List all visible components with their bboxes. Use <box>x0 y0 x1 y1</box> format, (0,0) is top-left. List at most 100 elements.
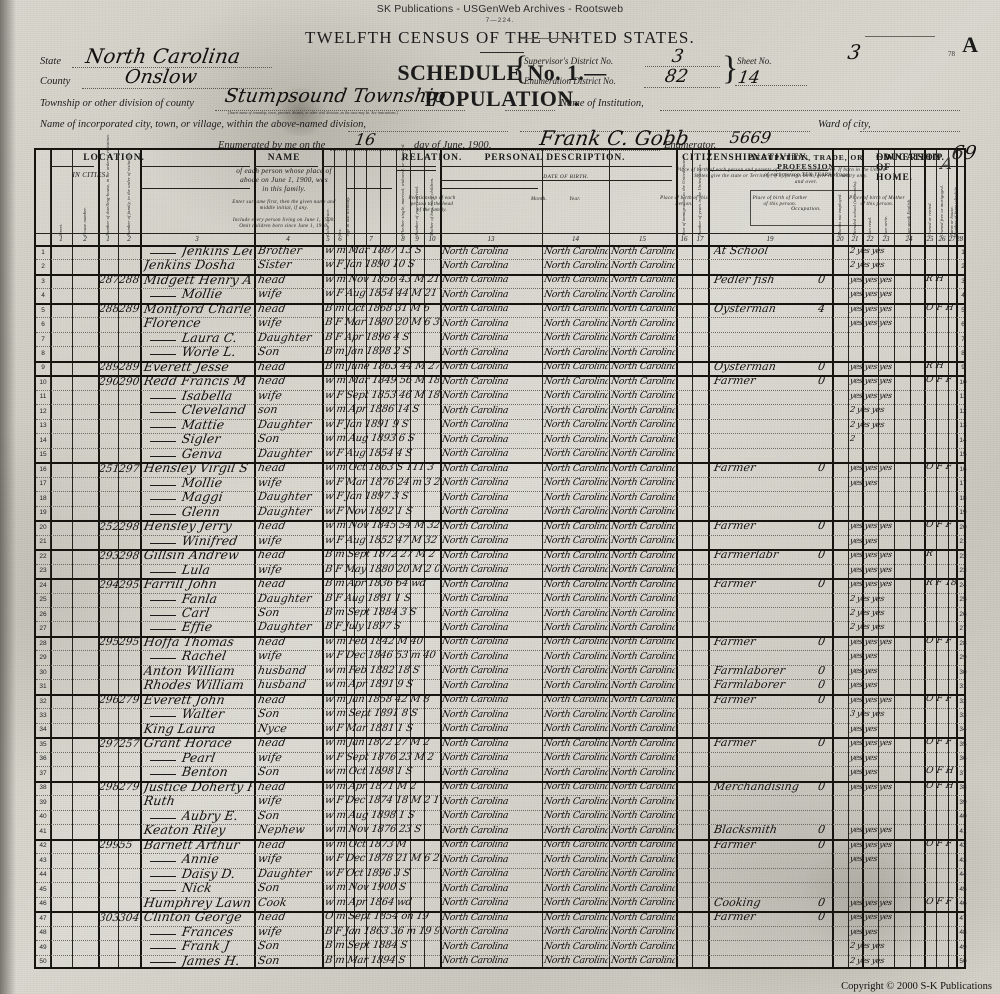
cell-nativity-father: North Carolina <box>543 839 609 851</box>
cell-nativity-father: North Carolina <box>543 462 609 474</box>
row-number-right: 23 <box>959 567 967 575</box>
cell-nativity-mother: North Carolina <box>610 462 676 474</box>
date-of-birth-label: DATE OF BIRTH. <box>543 174 589 180</box>
name-sub-1: of each person whose place of <box>236 167 332 175</box>
cell-relation: Daughter <box>256 620 313 634</box>
cell-education: yes yes yes <box>849 781 893 791</box>
column-vertical-label: Number of years in the United States. <box>697 163 702 236</box>
cell-nativity-mother: North Carolina <box>610 853 676 865</box>
cell-relation: Nephew <box>256 823 306 837</box>
cell-nativity-person: North Carolina <box>441 535 509 547</box>
cell-relation: wife <box>256 924 283 938</box>
cell-months-not-employed: 0 <box>816 272 827 286</box>
column-vertical-label: Number of farm schedule. <box>953 185 958 236</box>
publisher-credit-bottom: Copyright © 2000 S-K Publications <box>841 981 992 992</box>
ditto-dash <box>150 354 176 356</box>
cell-ownership: O F F 181 <box>925 375 957 386</box>
row-number-right: 24 <box>959 581 967 589</box>
row-divider <box>36 940 964 942</box>
column-divider <box>396 170 397 233</box>
cell-nativity-person: North Carolina <box>441 882 509 894</box>
row-divider <box>36 592 964 594</box>
column-divider <box>98 150 100 967</box>
row-divider <box>36 664 964 666</box>
column-vertical-label: Whether single, married, widowed, or div… <box>400 143 405 236</box>
cell-relation: head <box>256 779 287 793</box>
cell-nativity-mother: North Carolina <box>610 810 676 822</box>
cell-personal-description: w F Sept 1876 23 M 2 <box>324 751 435 763</box>
cell-name: Florence <box>142 315 203 331</box>
county-rule <box>82 88 272 89</box>
cell-dwelling-number: 299 <box>98 839 120 852</box>
cell-nativity-person: North Carolina <box>441 593 509 605</box>
name-note-3: Include every person living on June 1, 1… <box>232 218 336 223</box>
enum-district-label: Enumeration District No. <box>524 76 616 86</box>
column-number: 8 <box>401 235 405 243</box>
cell-nativity-mother: North Carolina <box>610 911 676 923</box>
cell-dwelling-number: 294 <box>98 578 120 591</box>
column-divider <box>254 150 256 967</box>
cell-nativity-father: North Carolina <box>543 940 609 952</box>
cell-family-number: 55 <box>118 839 134 852</box>
cell-relation: Brother <box>256 244 303 257</box>
cell-relation: Daughter <box>256 417 313 431</box>
cell-name: Annie <box>180 851 221 867</box>
ditto-dash <box>150 571 176 573</box>
column-number: 1 <box>106 235 110 243</box>
cell-nativity-mother: North Carolina <box>610 303 676 315</box>
cell-name: Everett John <box>142 691 227 707</box>
cell-occupation: Farmer <box>712 634 757 648</box>
cell-family-number: 304 <box>118 911 141 924</box>
cell-nativity-mother: North Carolina <box>610 882 676 894</box>
column-divider <box>380 150 381 967</box>
cell-family-number: 289 <box>118 361 141 374</box>
column-divider <box>848 150 849 967</box>
cell-education: yes yes yes <box>849 390 893 400</box>
row-divider <box>396 170 436 171</box>
cell-nativity-mother: North Carolina <box>610 940 676 952</box>
column-divider <box>936 150 937 967</box>
column-vertical-label: Attended school (in months). <box>852 180 857 236</box>
cell-name: Cleveland <box>180 402 248 418</box>
row-divider <box>36 780 964 783</box>
cell-nativity-person: North Carolina <box>441 781 509 793</box>
cell-nativity-person: North Carolina <box>441 274 509 286</box>
cell-nativity-father: North Carolina <box>543 737 609 749</box>
cell-personal-description: w m Jan 1872 27 M 2 <box>324 737 431 749</box>
cell-nativity-father: North Carolina <box>543 795 609 807</box>
cell-name: Mollie <box>180 286 224 302</box>
cell-nativity-person: North Carolina <box>441 520 509 532</box>
cell-education: yes yes yes <box>849 564 893 574</box>
cell-name: Effie <box>180 619 214 635</box>
cell-nativity-person: North Carolina <box>441 723 509 735</box>
cell-nativity-father: North Carolina <box>543 390 609 402</box>
row-number-right: 1 <box>961 248 965 256</box>
cell-months-not-employed: 0 <box>816 910 827 924</box>
cell-ownership: O F F 183 <box>925 520 957 531</box>
cell-months-not-employed: 0 <box>816 519 827 533</box>
column-vertical-label: Can read. <box>867 216 872 236</box>
cell-relation: wife <box>256 562 283 576</box>
cell-relation: Son <box>256 939 281 953</box>
cell-nativity-person: North Carolina <box>441 955 509 967</box>
name-sub-2: abode on June 1, 1900, was <box>240 176 328 184</box>
cell-months-not-employed: 0 <box>816 634 827 648</box>
cell-name: Carl <box>180 605 211 620</box>
cell-months-not-employed: 0 <box>816 461 827 475</box>
cell-personal-description: w F Dec 1874 18 M 2 1 1 <box>324 795 440 807</box>
cell-months-not-employed: 0 <box>816 895 827 909</box>
cell-nativity-mother: North Carolina <box>610 288 676 300</box>
cell-relation: Son <box>256 881 281 895</box>
row-divider <box>36 505 964 507</box>
row-number-left: 25 <box>39 596 47 604</box>
ditto-dash <box>150 484 176 486</box>
cell-relation: husband <box>256 663 308 677</box>
row-number-left: 33 <box>39 711 47 719</box>
cell-relation: head <box>256 359 287 373</box>
row-number-right: 17 <box>959 480 967 488</box>
cell-name: Jenkins Lee <box>180 243 254 258</box>
cell-nativity-mother: North Carolina <box>610 404 676 416</box>
cell-occupation: Blacksmith <box>712 823 779 837</box>
cell-personal-description: O m Sept 1854 on 19 <box>324 911 430 923</box>
cell-nativity-person: North Carolina <box>441 708 509 720</box>
